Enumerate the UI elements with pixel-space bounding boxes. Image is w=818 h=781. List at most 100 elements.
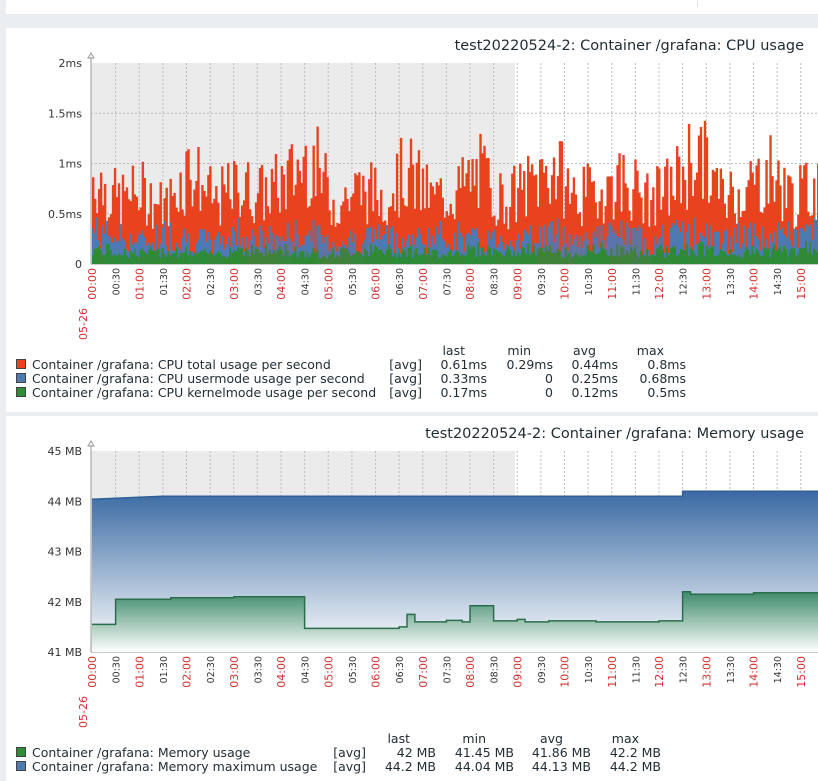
cpu-kernelmode-bar [209, 250, 212, 264]
cpu-kernelmode-bar [316, 249, 319, 264]
mem-x-tick-label: 02:00 [181, 656, 194, 688]
cpu-total-bar [566, 168, 570, 264]
mem-x-tick-label: 12:30 [679, 656, 690, 683]
cpu-kernelmode-bar [229, 247, 232, 264]
cpu-kernelmode-bar [801, 248, 804, 264]
cpu-legend-item: Container /grafana: CPU total usage per … [16, 357, 796, 372]
cpu-kernelmode-bar [693, 254, 697, 264]
cpu-total-bar [167, 226, 170, 264]
mem-x-tick-label: 00:00 [86, 656, 99, 688]
cpu-usermode-bar [197, 239, 200, 264]
cpu-kernelmode-bar [171, 253, 174, 264]
cpu-usermode-bar [362, 243, 365, 264]
cpu-kernelmode-bar [338, 257, 341, 264]
cpu-total-bar [523, 171, 526, 264]
cpu-total-bar [403, 205, 407, 264]
cpu-kernelmode-bar [415, 248, 419, 264]
cpu-kernelmode-bar [638, 258, 641, 264]
cpu-total-bar [310, 198, 313, 264]
cpu-usermode-bar [608, 222, 611, 264]
cpu-kernelmode-bar [312, 248, 315, 264]
cpu-usermode-bar [290, 241, 294, 264]
cpu-legend-func: [avg] [389, 385, 422, 400]
cpu-total-bar [441, 197, 444, 264]
cpu-usage-graph[interactable]: 2ms 1.5ms 1ms 0.5ms 0 00:00 00:30 01:00 01:30 02:… [6, 28, 818, 358]
cpu-kernelmode-bar [719, 249, 723, 264]
cpu-usermode-bar [628, 228, 631, 264]
cpu-total-bar [189, 179, 192, 264]
cpu-total-bar [193, 189, 196, 264]
mem-y-tick-label: 41 MB [47, 646, 82, 659]
cpu-kernelmode-bar [662, 250, 665, 264]
cpu-kernelmode-bar [487, 246, 490, 264]
cpu-total-bar [260, 164, 264, 264]
cpu-total-bar [473, 185, 476, 264]
cpu-total-bar [157, 204, 160, 264]
cpu-kernelmode-bar [258, 252, 262, 264]
cpu-kernelmode-bar [715, 255, 719, 264]
cpu-usermode-bar [282, 240, 286, 264]
cpu-total-bar [284, 209, 288, 264]
cpu-kernelmode-bar [576, 254, 580, 264]
cpu-kernelmode-bar [721, 250, 725, 264]
cpu-kernelmode-bar [233, 250, 236, 264]
cpu-usermode-bar [231, 227, 234, 264]
cpu-legend-avg: 0.25ms [571, 371, 618, 386]
cpu-kernelmode-bar [445, 256, 448, 264]
cpu-usermode-bar [596, 226, 599, 264]
cpu-x-tick-label: 05:00 [322, 268, 335, 300]
cpu-total-bar [187, 149, 190, 264]
cpu-total-bar [266, 206, 270, 264]
cpu-total-bar [280, 165, 284, 264]
cpu-total-bar [141, 161, 145, 264]
cpu-kernelmode-bar [246, 250, 250, 264]
cpu-usermode-bar [815, 219, 818, 264]
cpu-usermode-bar [181, 237, 184, 264]
cpu-usermode-bar [411, 234, 415, 264]
cpu-usermode-bar [511, 246, 514, 264]
cpu-usermode-bar [453, 232, 456, 264]
cpu-usermode-bar [634, 227, 637, 264]
cpu-total-bar [127, 199, 131, 264]
cpu-kernelmode-bar [751, 246, 754, 264]
cpu-usermode-bar [670, 228, 673, 264]
cpu-kernelmode-bar [779, 246, 782, 264]
cpu-kernelmode-bar [664, 257, 667, 264]
cpu-kernelmode-bar [185, 246, 188, 264]
cpu-usermode-bar [457, 221, 460, 264]
mem-x-tick-label: 01:30 [159, 656, 170, 683]
cpu-kernelmode-bar [296, 257, 299, 264]
cpu-usermode-bar [525, 231, 528, 264]
mem-x-tick-label: 15:00 [795, 656, 808, 688]
cpu-kernelmode-bar [538, 247, 542, 264]
cpu-x-tick-label: 01:30 [159, 268, 170, 295]
cpu-total-bar [286, 160, 290, 264]
cpu-kernelmode-bar [328, 255, 331, 264]
cpu-kernelmode-bar [509, 249, 512, 264]
cpu-kernelmode-bar [366, 250, 369, 264]
cpu-usermode-bar [560, 246, 564, 264]
cpu-x-tick-label: 11:30 [631, 268, 642, 295]
cpu-kernelmode-bar [437, 258, 441, 264]
cpu-kernelmode-bar [789, 249, 792, 264]
cpu-total-bar [584, 196, 587, 264]
cpu-y-tick-label: 0 [75, 258, 82, 271]
cpu-usermode-bar [491, 232, 494, 264]
memory-usage-graph[interactable]: 45 MB 44 MB 43 MB 42 MB 41 MB 00:00 00:30 01:00… [6, 416, 818, 731]
cpu-total-bar [262, 220, 266, 264]
cpu-kernelmode-bar [767, 248, 770, 264]
cpu-kernelmode-bar [495, 249, 498, 264]
cpu-usermode-bar [475, 227, 478, 264]
cpu-total-bar [368, 179, 371, 264]
previous-panel-edge [6, 0, 818, 14]
cpu-kernelmode-bar [272, 249, 276, 264]
cpu-usermode-bar [813, 216, 816, 264]
cpu-kernelmode-bar [568, 252, 572, 264]
cpu-legend-min: 0 [545, 385, 553, 400]
cpu-kernelmode-bar [763, 247, 766, 264]
cpu-kernelmode-bar [773, 244, 776, 264]
cpu-kernelmode-bar [320, 257, 323, 264]
cpu-total-bar [288, 149, 292, 264]
cpu-total-bar [445, 211, 448, 264]
cpu-total-bar [421, 168, 425, 264]
